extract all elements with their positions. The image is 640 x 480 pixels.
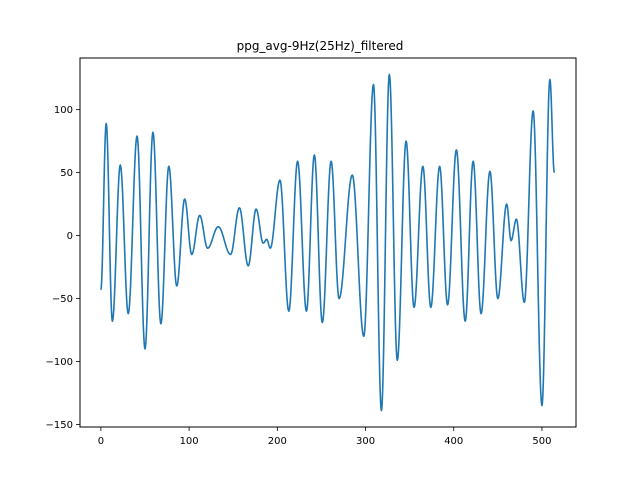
chart-title: ppg_avg-9Hz(25Hz)_filtered — [237, 39, 404, 53]
series-line — [100, 73, 556, 412]
axes-frame — [79, 57, 577, 428]
x-tick-label: 100 — [180, 436, 199, 447]
y-tick-label: 100 — [54, 105, 73, 116]
y-tick-label: −50 — [52, 294, 73, 305]
x-tick-label: 400 — [444, 436, 463, 447]
y-tick-label: −100 — [46, 357, 73, 368]
x-axis: 0 100 200 300 400 500 — [98, 427, 551, 447]
y-tick-label: 0 — [67, 231, 73, 242]
y-tick-label: −150 — [46, 420, 73, 431]
x-tick-label: 0 — [98, 436, 104, 447]
x-tick-label: 500 — [532, 436, 551, 447]
plot-area — [100, 73, 556, 412]
x-tick-label: 300 — [356, 436, 375, 447]
y-tick-label: 50 — [60, 168, 73, 179]
y-axis: −150 −100 −50 0 50 100 — [46, 105, 80, 431]
x-tick-label: 200 — [268, 436, 287, 447]
